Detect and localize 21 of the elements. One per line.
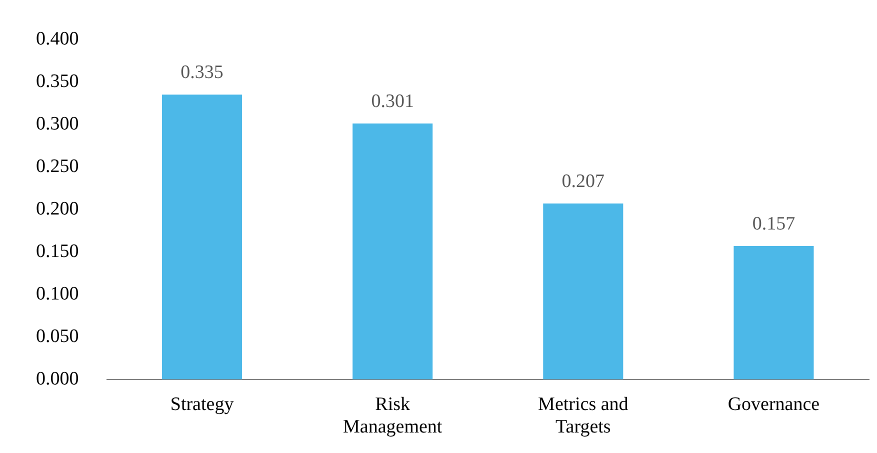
y-tick-label: 0.400	[36, 28, 79, 50]
y-tick-label: 0.050	[36, 326, 79, 347]
data-label: 0.207	[562, 170, 605, 192]
bar	[734, 246, 814, 380]
x-tick-label: Governance	[728, 394, 820, 415]
data-label: 0.157	[752, 213, 796, 234]
y-tick-label: 0.100	[36, 283, 79, 304]
y-tick-label: 0.200	[36, 198, 79, 220]
x-tick-label: Risk Management	[343, 394, 443, 438]
x-tick-label: Strategy	[170, 394, 234, 415]
y-tick-label: 0.250	[36, 156, 79, 177]
bar	[543, 203, 624, 380]
y-tick-label: 0.300	[36, 113, 79, 134]
y-tick-label: 0.000	[36, 368, 79, 390]
x-tick-label: Metrics and Targets	[538, 394, 629, 438]
y-tick-label: 0.150	[36, 240, 79, 262]
bar	[352, 124, 433, 380]
data-label: 0.335	[180, 62, 224, 84]
data-label: 0.301	[371, 91, 414, 112]
bar	[162, 94, 242, 380]
y-tick-label: 0.350	[36, 70, 79, 92]
